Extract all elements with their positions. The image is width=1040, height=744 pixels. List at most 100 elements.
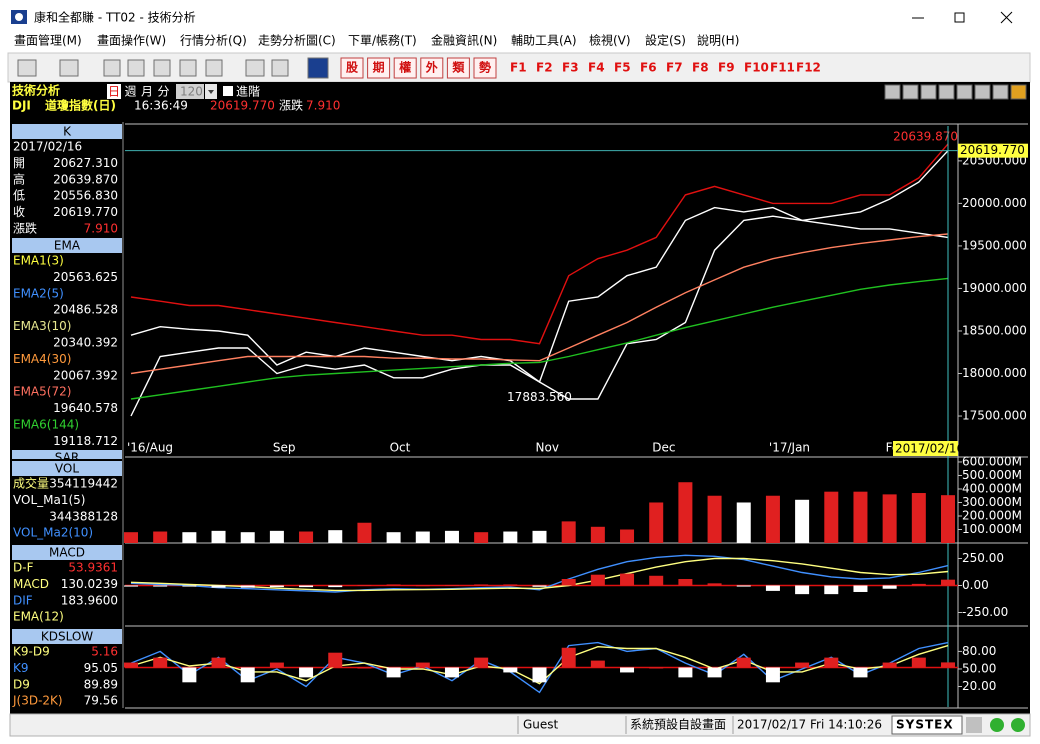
menu-item[interactable]: 下單/帳務(T)	[348, 34, 417, 48]
tool-icon[interactable]	[59, 59, 79, 77]
tool-icon[interactable]	[205, 59, 223, 77]
window-title: 康和全都賺 - TT02 - 技術分析	[34, 10, 196, 25]
y-tick-label: 300.000M	[962, 495, 1022, 509]
function-key[interactable]: F1	[510, 61, 527, 75]
tool-icon[interactable]	[179, 59, 197, 77]
function-key[interactable]: F5	[614, 61, 631, 75]
menu-item[interactable]: 畫面管理(M)	[14, 33, 82, 48]
quote-price: 20619.770	[210, 99, 275, 113]
status-icon[interactable]	[966, 717, 982, 733]
function-key[interactable]: F3	[562, 61, 579, 75]
bar	[328, 530, 343, 543]
y-tick-label: 500.000M	[962, 468, 1022, 482]
menu-item[interactable]: 行情分析(Q)	[180, 34, 247, 48]
section-header	[12, 545, 122, 560]
quick-button-label: 外	[426, 60, 438, 75]
bar	[474, 657, 489, 668]
status-datetime: 2017/02/17 Fri 14:10:26	[737, 718, 882, 732]
section-header	[12, 461, 122, 476]
y-tick-label: 600.000M	[962, 454, 1022, 468]
bar	[211, 585, 226, 588]
function-key[interactable]: F7	[666, 61, 683, 75]
chart-tool[interactable]	[884, 84, 901, 100]
quick-button-label: 權	[399, 60, 411, 75]
quick-button-label: 股	[346, 60, 359, 75]
bar	[182, 585, 197, 587]
toolbar-icons	[17, 57, 329, 79]
section-title: MACD	[49, 546, 85, 560]
chart-tool[interactable]	[902, 84, 919, 100]
tool-icon[interactable]	[307, 57, 329, 79]
quick-button[interactable]	[393, 57, 417, 79]
row-label: K9	[13, 661, 29, 675]
function-key[interactable]: F2	[536, 61, 553, 75]
row-value: 7.910	[84, 222, 118, 236]
bar	[182, 532, 197, 543]
chart-tool[interactable]	[974, 84, 991, 100]
quick-button[interactable]	[340, 57, 364, 79]
row-label: D-F	[13, 561, 34, 575]
status-light	[1011, 718, 1025, 732]
menu-item[interactable]: 檢視(V)	[589, 33, 631, 48]
period-tab[interactable]: 日	[108, 85, 120, 99]
period-tab[interactable]: 分	[158, 85, 170, 99]
period-tabs: 日週月分	[107, 84, 170, 99]
row-value: 20556.830	[53, 189, 118, 203]
chart-tool[interactable]	[992, 84, 1009, 100]
row-value: 183.9600	[61, 593, 118, 607]
row-label: 低	[13, 189, 25, 203]
menu-item[interactable]: 輔助工具(A)	[511, 34, 577, 48]
series-line	[130, 554, 949, 593]
quick-button[interactable]	[446, 57, 470, 79]
workspace	[10, 82, 1030, 714]
price-tag	[958, 143, 1028, 158]
row-label: VOL_Ma2(10)	[13, 526, 93, 540]
function-key[interactable]: F6	[640, 61, 657, 75]
function-key[interactable]: F4	[588, 61, 605, 75]
chart-tool[interactable]	[938, 84, 955, 100]
quick-button[interactable]	[420, 57, 444, 79]
chart-tool[interactable]	[1010, 84, 1027, 100]
y-tick-label: 250.00	[962, 551, 1004, 565]
menu-item[interactable]: 走勢分析圖(C)	[258, 33, 336, 48]
row-label: EMA1(3)	[13, 254, 64, 268]
toolbar	[7, 52, 1031, 83]
series-line	[130, 143, 949, 345]
y-tick-label: 100.000M	[962, 522, 1022, 536]
quick-button[interactable]	[367, 57, 391, 79]
y-tick-label: 50.00	[962, 661, 996, 675]
y-tick-label: 18000.000	[962, 366, 1027, 380]
close-button[interactable]	[1000, 11, 1013, 24]
restore-button[interactable]	[954, 12, 965, 23]
bar	[941, 495, 955, 543]
count-box[interactable]	[176, 84, 204, 99]
tool-icon[interactable]	[153, 59, 171, 77]
row-label: VOL_Ma1(5)	[13, 493, 85, 507]
status-light	[990, 718, 1004, 732]
tool-icon[interactable]	[127, 59, 145, 77]
menu-item[interactable]: 設定(S)	[645, 33, 686, 48]
chart-tool[interactable]	[956, 84, 973, 100]
function-key[interactable]: F9	[718, 61, 735, 75]
function-key[interactable]: F8	[692, 61, 709, 75]
period-tab[interactable]: 月	[141, 85, 153, 99]
menu-item[interactable]: 金融資訊(N)	[431, 33, 497, 48]
bar	[649, 667, 664, 669]
tool-icon[interactable]	[245, 59, 265, 77]
function-key[interactable]: F10	[744, 61, 769, 75]
bar	[590, 574, 605, 586]
series-line	[130, 233, 949, 375]
chart-tool[interactable]	[920, 84, 937, 100]
row-value: 20619.770	[53, 205, 118, 219]
tool-icon[interactable]	[103, 59, 121, 77]
bar	[765, 667, 780, 683]
menu-item[interactable]: 畫面操作(W)	[97, 33, 166, 48]
quick-button[interactable]	[473, 57, 497, 79]
menu-item[interactable]: 說明(H)	[697, 33, 739, 48]
period-tab[interactable]: 週	[125, 85, 137, 99]
function-key[interactable]: F12	[796, 61, 821, 75]
function-key[interactable]: F11	[770, 61, 795, 75]
mode-checkbox[interactable]	[223, 86, 233, 96]
tool-icon[interactable]	[271, 59, 289, 77]
tool-icon[interactable]	[17, 59, 37, 77]
